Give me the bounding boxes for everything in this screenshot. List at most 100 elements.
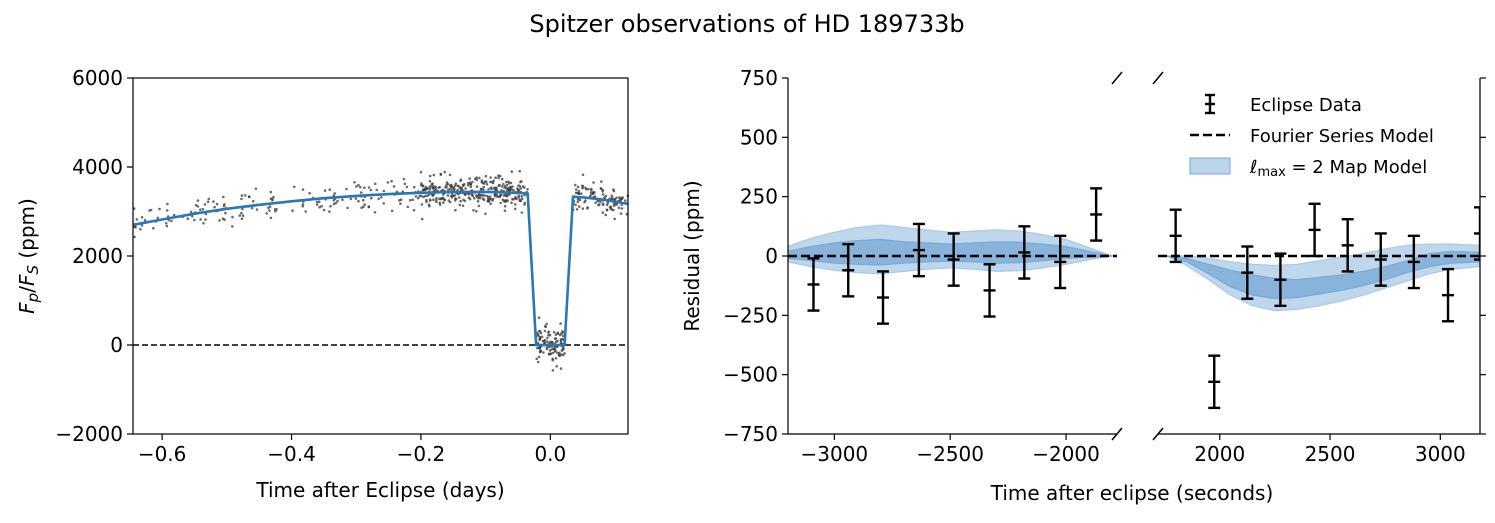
- data-point: [412, 185, 416, 189]
- data-point: [301, 203, 305, 206]
- data-point: [431, 182, 434, 185]
- map-model-bands: [788, 224, 1480, 312]
- data-point: [597, 203, 600, 207]
- data-point: [377, 197, 381, 201]
- data-point: [143, 218, 147, 222]
- data-point: [550, 348, 553, 351]
- data-point: [576, 185, 580, 189]
- data-point: [459, 178, 463, 181]
- data-point: [459, 200, 462, 203]
- y-axis-label-left: Fp/FS (ppm): [15, 198, 42, 314]
- data-point: [586, 206, 589, 209]
- data-point: [426, 194, 429, 198]
- data-point: [452, 194, 456, 198]
- data-point: [505, 199, 508, 202]
- data-point: [370, 196, 373, 200]
- data-point: [469, 185, 473, 188]
- data-point: [333, 192, 337, 195]
- data-point: [546, 340, 549, 344]
- data-point: [482, 182, 486, 185]
- data-point: [201, 207, 205, 211]
- errorbar: [1090, 187, 1103, 242]
- data-point: [424, 194, 427, 198]
- data-point: [496, 195, 499, 198]
- data-point: [483, 180, 487, 183]
- data-point: [587, 187, 590, 191]
- y-tick-label: −250: [723, 303, 778, 327]
- errorbar: [1169, 208, 1182, 264]
- data-point: [468, 177, 472, 180]
- data-point: [548, 333, 552, 337]
- data-point: [592, 181, 595, 184]
- data-point: [538, 346, 541, 349]
- data-point: [547, 331, 550, 334]
- data-point: [563, 352, 566, 355]
- data-point: [140, 216, 144, 219]
- data-point: [605, 203, 609, 207]
- data-point: [308, 191, 311, 195]
- data-point: [390, 209, 394, 213]
- data-point: [537, 333, 540, 336]
- data-point: [482, 188, 485, 191]
- data-point: [432, 198, 435, 201]
- data-point: [464, 187, 467, 190]
- data-point: [515, 197, 518, 201]
- data-point: [454, 208, 457, 212]
- data-point: [428, 180, 432, 183]
- data-point: [508, 185, 512, 189]
- data-point: [560, 349, 564, 352]
- data-point: [318, 205, 321, 209]
- data-point: [447, 188, 450, 191]
- legend-label: Fourier Series Model: [1250, 126, 1434, 147]
- data-point: [240, 194, 244, 197]
- data-point: [552, 330, 556, 334]
- data-point: [432, 173, 436, 177]
- figure-title: Spitzer observations of HD 189733b: [529, 10, 964, 38]
- data-point: [512, 198, 515, 201]
- data-point: [328, 210, 331, 213]
- data-point: [600, 180, 603, 183]
- errorbar: [807, 257, 820, 312]
- data-point: [489, 176, 492, 179]
- data-point: [405, 185, 409, 189]
- data-point: [617, 206, 621, 209]
- data-point: [133, 235, 136, 239]
- data-point: [546, 336, 549, 340]
- data-point: [382, 189, 386, 193]
- data-point: [552, 347, 556, 351]
- data-point: [221, 217, 225, 220]
- data-point: [619, 199, 622, 202]
- data-point: [499, 201, 503, 205]
- data-point: [555, 365, 558, 368]
- errorbar: [876, 270, 889, 325]
- data-point: [462, 198, 465, 202]
- data-point: [252, 199, 255, 203]
- data-point: [332, 198, 336, 202]
- data-point: [505, 183, 509, 187]
- data-point: [544, 325, 547, 329]
- data-point: [613, 198, 617, 201]
- data-point: [468, 197, 472, 201]
- data-point: [584, 199, 587, 202]
- data-point: [454, 197, 457, 200]
- data-point: [589, 191, 593, 194]
- data-point: [485, 183, 489, 186]
- data-point: [488, 197, 492, 201]
- x-tick-label: −2500: [916, 442, 984, 466]
- data-point: [322, 208, 326, 212]
- data-point: [367, 205, 371, 209]
- legend: Eclipse Data Fourier Series Model ℓmax = 2…: [1189, 93, 1434, 180]
- errorbar: [1407, 234, 1420, 290]
- data-point: [439, 172, 443, 176]
- data-point: [373, 211, 377, 214]
- data-point: [442, 201, 445, 204]
- data-point: [543, 329, 547, 333]
- data-point: [428, 198, 432, 202]
- data-point: [545, 322, 548, 326]
- data-point: [561, 331, 565, 334]
- data-point: [357, 183, 360, 187]
- data-point: [619, 212, 623, 215]
- data-point: [399, 202, 402, 205]
- data-point: [265, 212, 269, 215]
